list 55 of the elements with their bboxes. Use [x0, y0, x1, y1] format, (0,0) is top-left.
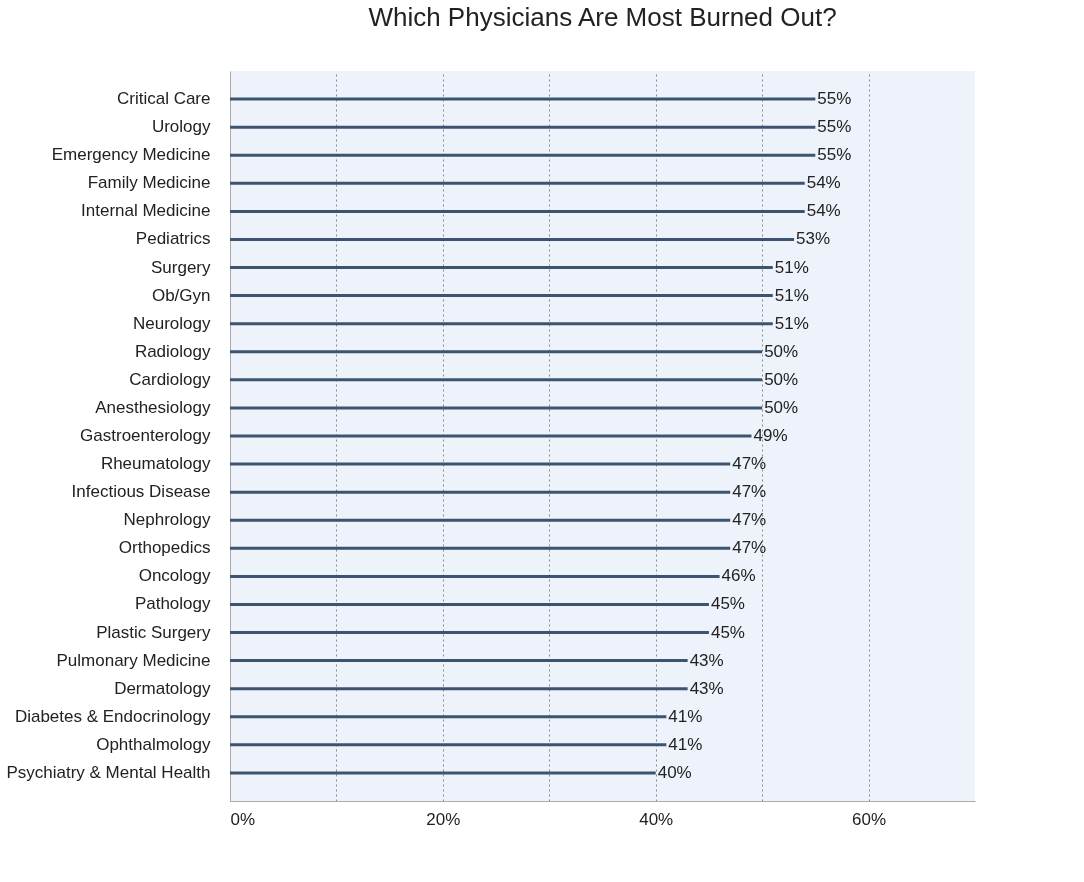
data-label: 50%: [764, 397, 799, 417]
y-tick-label: Orthopedics: [118, 538, 211, 558]
y-tick-label: Diabetes & Endocrinology: [14, 706, 211, 726]
y-tick-label: Psychiatry & Mental Health: [6, 762, 211, 782]
data-label: 53%: [796, 229, 831, 249]
x-tick-label: 40%: [639, 809, 674, 829]
data-label: 55%: [817, 117, 852, 137]
y-tick-label: Internal Medicine: [81, 201, 211, 221]
y-tick-label: Pulmonary Medicine: [56, 650, 211, 670]
y-tick-label: Ob/Gyn: [151, 285, 211, 305]
data-label: 54%: [806, 201, 841, 221]
y-tick-label: Urology: [151, 117, 211, 137]
data-label: 40%: [657, 762, 692, 782]
y-tick-label: Surgery: [150, 257, 211, 277]
data-label: 50%: [764, 369, 799, 389]
y-tick-label: Anesthesiology: [95, 397, 211, 417]
y-tick-label: Gastroenterology: [80, 426, 211, 445]
data-label: 41%: [668, 706, 703, 726]
y-tick-label: Neurology: [133, 313, 211, 333]
y-tick-label: Pediatrics: [135, 229, 211, 249]
data-label: 41%: [668, 734, 703, 754]
data-label: 45%: [710, 622, 745, 642]
data-label: 55%: [817, 145, 852, 165]
y-tick-label: Emergency Medicine: [51, 145, 211, 165]
y-tick-label: Infectious Disease: [71, 482, 211, 502]
y-tick-label: Plastic Surgery: [96, 622, 211, 642]
y-tick-label: Cardiology: [129, 369, 211, 389]
data-label: 54%: [806, 173, 841, 193]
data-label: 50%: [764, 341, 799, 361]
x-tick-label: 20%: [426, 809, 461, 829]
data-label: 51%: [774, 313, 809, 333]
data-label: 51%: [774, 257, 809, 277]
y-tick-label: Dermatology: [114, 678, 211, 698]
y-tick-label: Critical Care: [116, 89, 211, 109]
y-tick-label: Rheumatology: [100, 454, 211, 474]
y-tick-label: Pathology: [134, 594, 211, 614]
x-tick-label: 60%: [852, 809, 887, 829]
data-label: 43%: [689, 678, 724, 698]
x-tick-label: 0%: [230, 809, 256, 829]
data-label: 45%: [710, 594, 745, 614]
data-label: 47%: [732, 482, 767, 502]
y-tick-label: Radiology: [134, 341, 211, 361]
data-label: 43%: [689, 650, 724, 670]
data-label: 47%: [732, 454, 767, 474]
y-tick-label: Oncology: [138, 566, 211, 586]
y-tick-label: Nephrology: [123, 510, 211, 530]
data-label: 47%: [732, 510, 767, 530]
data-label: 47%: [732, 538, 767, 558]
data-label: 49%: [753, 426, 788, 445]
data-label: 55%: [817, 89, 852, 109]
y-tick-label: Ophthalmology: [96, 734, 211, 754]
y-tick-label: Family Medicine: [87, 173, 211, 193]
chart-title: Which Physicians Are Most Burned Out?: [368, 2, 837, 32]
data-label: 46%: [721, 566, 756, 586]
data-label: 51%: [774, 285, 809, 305]
